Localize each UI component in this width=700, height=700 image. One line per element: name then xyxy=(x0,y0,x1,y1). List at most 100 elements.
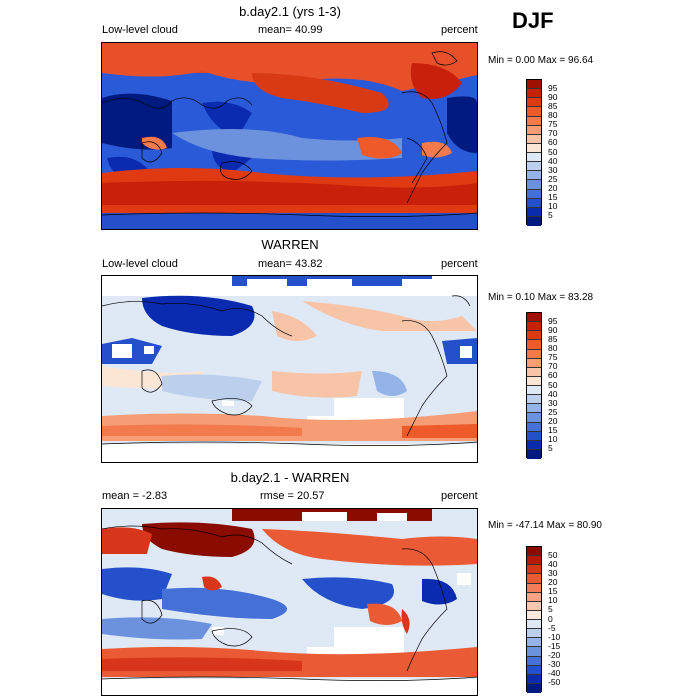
colorbar-segment xyxy=(527,620,541,630)
colorbar-tick-label: 85 xyxy=(548,100,558,111)
colorbar-tick-label: 75 xyxy=(548,352,558,363)
panel2-title: WARREN xyxy=(261,237,319,252)
colorbar-tick-label: -10 xyxy=(548,631,561,642)
colorbar-tick-label: 5 xyxy=(548,443,553,454)
colorbar-segment xyxy=(527,367,541,377)
panel3-units-label: percent xyxy=(441,490,478,502)
panel2-units-label: percent xyxy=(441,258,478,270)
colorbar-tick-label: 40 xyxy=(548,558,558,569)
colorbar-segment xyxy=(527,574,541,584)
colorbar-tick-label: 95 xyxy=(548,82,558,93)
colorbar-segment xyxy=(527,331,541,341)
colorbar-segment xyxy=(527,583,541,593)
colorbar-segment xyxy=(527,674,541,684)
colorbar-segment xyxy=(527,683,541,693)
colorbar-tick-label: -50 xyxy=(548,677,561,688)
colorbar-tick-label: 25 xyxy=(548,173,558,184)
colorbar-tick-label: 90 xyxy=(548,91,558,102)
colorbar-segment xyxy=(527,189,541,199)
colorbar-segment xyxy=(527,171,541,181)
panel1-title: b.day2.1 (yrs 1-3) xyxy=(239,4,341,19)
colorbar-tick-label: 10 xyxy=(548,595,558,606)
colorbar-segment xyxy=(527,556,541,566)
colorbar-tick-label: 15 xyxy=(548,192,558,203)
colorbar-segment xyxy=(527,198,541,208)
colorbar-tick-label: 15 xyxy=(548,586,558,597)
colorbar-segment xyxy=(527,216,541,226)
colorbar-segment xyxy=(527,647,541,657)
colorbar-tick-label: 70 xyxy=(548,128,558,139)
colorbar-tick-label: 80 xyxy=(548,110,558,120)
colorbar-segment xyxy=(527,358,541,368)
colorbar-segment xyxy=(527,153,541,163)
panel1-minmax: Min = 0.00 Max = 96.64 xyxy=(488,55,594,66)
colorbar-tick-label: 70 xyxy=(548,361,558,372)
colorbar-segment xyxy=(527,89,541,99)
colorbar-segment xyxy=(527,665,541,675)
panel3-title: b.day2.1 - WARREN xyxy=(230,470,350,485)
colorbar-tick-label: 85 xyxy=(548,333,558,344)
colorbar-segment xyxy=(527,107,541,117)
colorbar-tick-label: -20 xyxy=(548,650,561,660)
colorbar-segment xyxy=(527,547,541,557)
colorbar-segment xyxy=(527,422,541,432)
colorbar-segment xyxy=(527,207,541,217)
panel3-map-field xyxy=(102,509,477,695)
colorbar-segment xyxy=(527,592,541,602)
panel2-colorbar-labels: 95 90 85 80 75 70 60 50 40 30 25 20 15 10 5 xyxy=(548,312,578,458)
colorbar-tick-label: 5 xyxy=(548,210,553,221)
panel3-colorbar xyxy=(526,546,542,693)
colorbar-segment xyxy=(527,313,541,323)
colorbar-segment xyxy=(527,656,541,666)
colorbar-tick-label: 10 xyxy=(548,434,558,445)
panel1-colorbar xyxy=(526,79,542,226)
panel2-map-field xyxy=(102,276,477,462)
colorbar-tick-label: 10 xyxy=(548,201,558,212)
colorbar-segment xyxy=(527,413,541,423)
colorbar-tick-label: 95 xyxy=(548,315,558,326)
panel2-variable-label: Low-level cloud xyxy=(102,258,178,270)
colorbar-tick-label: -5 xyxy=(548,622,556,633)
colorbar-segment xyxy=(527,116,541,126)
colorbar-segment xyxy=(527,601,541,611)
colorbar-segment xyxy=(527,143,541,153)
colorbar-segment xyxy=(527,134,541,144)
colorbar-tick-label: 25 xyxy=(548,406,558,417)
colorbar-tick-label: 20 xyxy=(548,183,558,193)
colorbar-segment xyxy=(527,322,541,332)
colorbar-tick-label: 30 xyxy=(548,164,558,175)
panel3-mean-label: mean = -2.83 xyxy=(102,490,168,502)
colorbar-tick-label: 50 xyxy=(548,146,558,157)
colorbar-segment xyxy=(527,162,541,172)
panel1-colorbar-labels: 95 90 85 80 75 70 60 50 40 30 25 20 15 10 5 xyxy=(548,79,578,225)
panel2-colorbar xyxy=(526,312,542,459)
colorbar-segment xyxy=(527,629,541,639)
colorbar-tick-label: 0 xyxy=(548,613,553,624)
colorbar-tick-label: 30 xyxy=(548,397,558,408)
panel3-map xyxy=(101,508,478,696)
colorbar-segment xyxy=(527,180,541,190)
colorbar-segment xyxy=(527,386,541,396)
panel3-colorbar-labels: 50 40 30 20 15 10 5 0 -5 -10 -15 -20 -30 -40 -50 xyxy=(548,546,578,692)
colorbar-segment xyxy=(527,98,541,108)
colorbar-tick-label: 40 xyxy=(548,388,558,399)
panel1-variable-label: Low-level cloud xyxy=(102,24,178,36)
panel3-rmse-label: rmse = 20.57 xyxy=(260,490,325,502)
colorbar-segment xyxy=(527,80,541,90)
colorbar-tick-label: 60 xyxy=(548,137,558,148)
colorbar-tick-label: -15 xyxy=(548,640,561,651)
colorbar-segment xyxy=(527,349,541,359)
colorbar-tick-label: 15 xyxy=(548,425,558,436)
colorbar-tick-label: 5 xyxy=(548,604,553,615)
panel3-minmax: Min = -47.14 Max = 80.90 xyxy=(488,520,602,531)
colorbar-segment xyxy=(527,449,541,459)
colorbar-segment xyxy=(527,610,541,620)
panel1-mean-label: mean= 40.99 xyxy=(258,24,323,36)
panel2-mean-label: mean= 43.82 xyxy=(258,258,323,270)
season-label: DJF xyxy=(512,8,554,33)
colorbar-tick-label: 60 xyxy=(548,370,558,381)
colorbar-segment xyxy=(527,638,541,648)
panel1-map xyxy=(101,42,478,230)
colorbar-segment xyxy=(527,565,541,575)
colorbar-tick-label: 30 xyxy=(548,567,558,578)
